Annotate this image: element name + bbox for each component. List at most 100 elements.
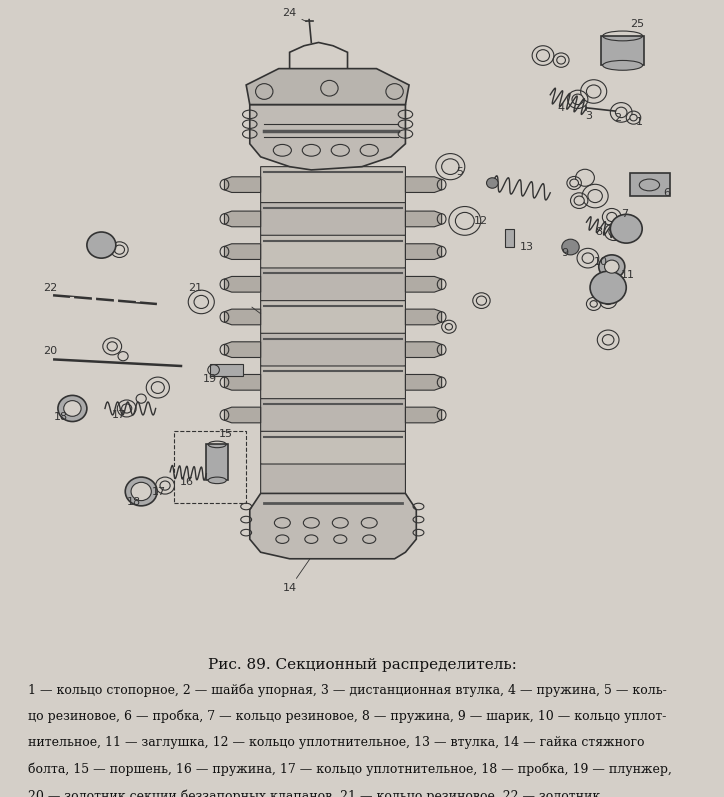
Circle shape xyxy=(557,57,565,64)
Circle shape xyxy=(87,232,116,258)
Text: 15: 15 xyxy=(219,429,232,438)
Polygon shape xyxy=(261,464,405,500)
Polygon shape xyxy=(224,407,261,423)
Text: 3: 3 xyxy=(585,111,592,121)
Text: 4: 4 xyxy=(557,103,565,113)
Polygon shape xyxy=(246,69,409,104)
Circle shape xyxy=(607,212,617,222)
Text: 1 — кольцо стопорное, 2 — шайба упорная, 3 — дистанционная втулка, 4 — пружина, : 1 — кольцо стопорное, 2 — шайба упорная,… xyxy=(28,684,667,697)
Bar xyxy=(210,364,243,376)
Polygon shape xyxy=(261,167,405,206)
Text: 5: 5 xyxy=(456,167,463,177)
Polygon shape xyxy=(224,342,261,358)
Text: 12: 12 xyxy=(474,215,489,226)
Circle shape xyxy=(630,115,637,121)
Bar xyxy=(601,36,644,65)
Circle shape xyxy=(615,107,627,118)
Text: 13: 13 xyxy=(520,241,534,252)
Polygon shape xyxy=(261,431,405,467)
Text: 2: 2 xyxy=(614,113,621,123)
Circle shape xyxy=(582,253,594,263)
Polygon shape xyxy=(224,177,261,192)
Ellipse shape xyxy=(209,477,226,484)
Circle shape xyxy=(151,382,164,394)
Circle shape xyxy=(125,477,157,506)
Circle shape xyxy=(602,335,614,345)
Circle shape xyxy=(586,85,601,98)
Text: 20: 20 xyxy=(43,346,58,356)
Circle shape xyxy=(570,179,578,187)
Polygon shape xyxy=(261,235,405,271)
Polygon shape xyxy=(261,268,405,304)
Text: 14: 14 xyxy=(282,559,310,594)
Circle shape xyxy=(58,395,87,422)
Circle shape xyxy=(160,481,170,490)
Text: 9: 9 xyxy=(561,248,568,258)
Polygon shape xyxy=(224,277,261,292)
Text: 16: 16 xyxy=(180,477,193,487)
Text: 20 — золотник секции беззапорных клапанов, 21 — кольцо резиновое, 22 — золотник,: 20 — золотник секции беззапорных клапано… xyxy=(28,789,605,797)
Polygon shape xyxy=(261,300,405,336)
Circle shape xyxy=(455,212,474,230)
Polygon shape xyxy=(261,333,405,369)
Circle shape xyxy=(487,178,498,188)
Text: 11: 11 xyxy=(621,269,635,280)
Polygon shape xyxy=(405,309,442,325)
Text: 21: 21 xyxy=(188,283,203,292)
Circle shape xyxy=(122,404,132,413)
Text: 24: 24 xyxy=(282,8,307,22)
Circle shape xyxy=(114,245,125,254)
Polygon shape xyxy=(405,211,442,227)
Circle shape xyxy=(572,94,584,104)
Text: 6: 6 xyxy=(663,188,670,198)
Circle shape xyxy=(588,190,602,202)
Circle shape xyxy=(599,255,625,278)
Polygon shape xyxy=(405,277,442,292)
Text: 1: 1 xyxy=(636,117,643,128)
Circle shape xyxy=(131,482,151,501)
Text: 17: 17 xyxy=(112,410,127,420)
Circle shape xyxy=(574,196,584,205)
Circle shape xyxy=(590,271,626,304)
Circle shape xyxy=(64,401,81,416)
Circle shape xyxy=(536,49,550,61)
Text: 25: 25 xyxy=(630,19,644,29)
Text: цо резиновое, 6 — пробка, 7 — кольцо резиновое, 8 — пружина, 9 — шарик, 10 — кол: цо резиновое, 6 — пробка, 7 — кольцо рез… xyxy=(28,710,667,724)
Bar xyxy=(505,229,514,247)
Polygon shape xyxy=(405,375,442,391)
Ellipse shape xyxy=(602,61,643,70)
Polygon shape xyxy=(405,342,442,358)
Text: болта, 15 — поршень, 16 — пружина, 17 — кольцо уплотнительное, 18 — пробка, 19 —: болта, 15 — поршень, 16 — пружина, 17 — … xyxy=(28,763,673,776)
Circle shape xyxy=(605,260,619,273)
Circle shape xyxy=(476,296,487,305)
Text: 17: 17 xyxy=(152,487,167,497)
Circle shape xyxy=(604,296,613,304)
Circle shape xyxy=(609,227,619,237)
Circle shape xyxy=(442,159,459,175)
Polygon shape xyxy=(261,202,405,238)
Circle shape xyxy=(610,214,642,243)
Circle shape xyxy=(590,300,597,307)
Text: 7: 7 xyxy=(621,209,628,219)
Polygon shape xyxy=(250,104,405,170)
Circle shape xyxy=(562,239,579,255)
Text: 22: 22 xyxy=(43,283,58,292)
Polygon shape xyxy=(405,244,442,260)
Text: 18: 18 xyxy=(127,497,141,507)
Polygon shape xyxy=(224,244,261,260)
Text: Рис. 89. Секционный распределитель:: Рис. 89. Секционный распределитель: xyxy=(208,658,516,672)
Bar xyxy=(206,445,228,481)
Text: 19: 19 xyxy=(203,375,217,384)
Polygon shape xyxy=(224,309,261,325)
Polygon shape xyxy=(224,211,261,227)
Text: 18: 18 xyxy=(54,411,69,422)
Text: 10: 10 xyxy=(594,257,607,267)
Bar xyxy=(630,173,670,196)
Polygon shape xyxy=(405,177,442,192)
Polygon shape xyxy=(261,398,405,434)
Circle shape xyxy=(445,324,452,330)
Text: 8: 8 xyxy=(595,227,602,238)
Polygon shape xyxy=(405,407,442,423)
Polygon shape xyxy=(224,375,261,391)
Polygon shape xyxy=(250,493,416,559)
